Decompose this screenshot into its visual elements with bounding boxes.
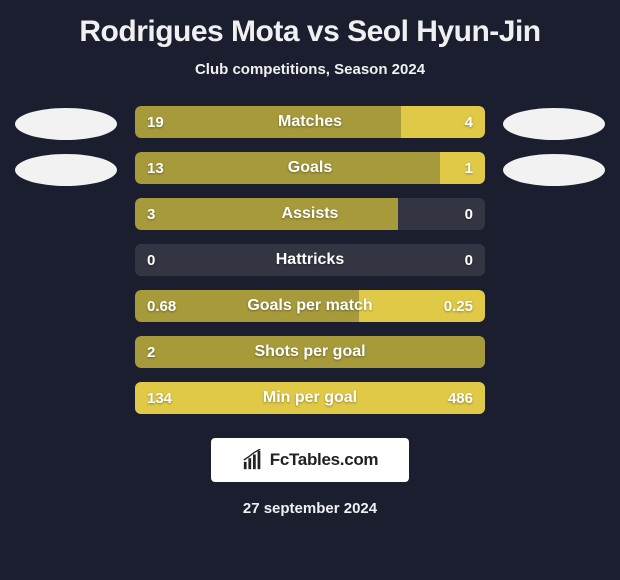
stat-label: Shots per goal: [135, 336, 485, 368]
avatar-column-right: [503, 106, 605, 186]
stats-area: 19Matches413Goals13Assists00Hattricks00.…: [0, 106, 620, 414]
stat-label: Min per goal: [135, 382, 485, 414]
stat-bars: 19Matches413Goals13Assists00Hattricks00.…: [135, 106, 485, 414]
stat-value-right: 0.25: [444, 290, 473, 322]
stat-value-right: 4: [465, 106, 473, 138]
stat-label: Hattricks: [135, 244, 485, 276]
stat-row: 19Matches4: [135, 106, 485, 138]
stat-row: 134Min per goal486: [135, 382, 485, 414]
stat-value-right: 0: [465, 244, 473, 276]
stat-row: 13Goals1: [135, 152, 485, 184]
stat-value-right: 0: [465, 198, 473, 230]
stat-label: Matches: [135, 106, 485, 138]
chart-icon: [242, 449, 264, 471]
stat-row: 0.68Goals per match0.25: [135, 290, 485, 322]
stat-label: Goals: [135, 152, 485, 184]
stat-value-right: 1: [465, 152, 473, 184]
avatar-right-2: [503, 154, 605, 186]
avatar-left-1: [15, 108, 117, 140]
stat-label: Assists: [135, 198, 485, 230]
date-label: 27 september 2024: [243, 500, 377, 517]
infographic-container: Rodrigues Mota vs Seol Hyun-Jin Club com…: [0, 0, 620, 532]
subtitle: Club competitions, Season 2024: [195, 61, 425, 78]
branding-badge: FcTables.com: [211, 438, 409, 482]
stat-value-right: 486: [448, 382, 473, 414]
stat-row: 2Shots per goal: [135, 336, 485, 368]
stat-row: 3Assists0: [135, 198, 485, 230]
avatar-left-2: [15, 154, 117, 186]
avatar-column-left: [15, 106, 117, 186]
stat-row: 0Hattricks0: [135, 244, 485, 276]
page-title: Rodrigues Mota vs Seol Hyun-Jin: [79, 15, 540, 49]
brand-text: FcTables.com: [270, 450, 379, 470]
avatar-right-1: [503, 108, 605, 140]
stat-label: Goals per match: [135, 290, 485, 322]
